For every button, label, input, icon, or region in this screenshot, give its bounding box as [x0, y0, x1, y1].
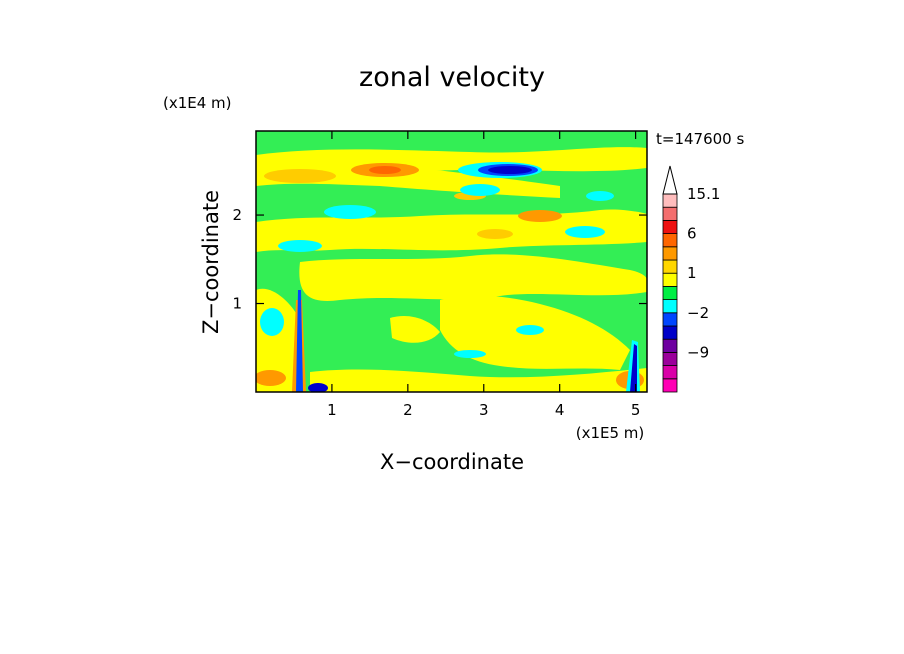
colorbar-label: −9 — [687, 343, 709, 361]
colorbar-level — [662, 246, 678, 261]
colorbar-level — [662, 312, 678, 327]
colorbar-label: 1 — [687, 264, 697, 282]
field-negative — [586, 191, 614, 201]
field-core — [369, 166, 401, 174]
colorbar-level — [662, 351, 678, 366]
field-negative — [260, 308, 284, 336]
colorbar-level — [662, 338, 678, 353]
field-negative — [454, 350, 486, 358]
field-negative — [460, 184, 500, 196]
colorbar-level — [662, 193, 678, 208]
y-tick-label: 2 — [232, 206, 242, 224]
colorbar-level — [662, 259, 678, 274]
colorbar-label: −2 — [687, 304, 709, 322]
field-plume — [296, 290, 303, 392]
colorbar-level — [662, 378, 678, 393]
y-unit-label: (x1E4 m) — [163, 94, 232, 112]
x-tick-label: 5 — [631, 401, 641, 419]
y-axis-label: Z−coordinate — [199, 190, 223, 334]
field-core — [477, 229, 513, 239]
field-negative — [488, 166, 532, 174]
plot-frame — [255, 130, 648, 393]
field-core — [518, 210, 562, 222]
colorbar: −9 −2 1 6 15.1 — [662, 165, 720, 393]
x-tick-label: 1 — [327, 401, 337, 419]
x-axis-label: X−coordinate — [380, 450, 524, 474]
field-band — [390, 315, 440, 343]
colorbar-level — [662, 325, 678, 340]
x-tick-label: 4 — [555, 401, 565, 419]
colorbar-extend-arrow — [662, 165, 678, 195]
contour-field — [256, 131, 647, 392]
field-negative — [565, 226, 605, 238]
field-plume — [630, 344, 637, 392]
x-axis-ticks: 1 2 3 4 5 — [327, 131, 640, 419]
colorbar-level — [662, 285, 678, 300]
field-band — [310, 368, 647, 392]
y-tick-label: 1 — [232, 295, 242, 313]
field-band — [299, 254, 647, 301]
x-tick-label: 2 — [403, 401, 413, 419]
field-negative — [516, 325, 544, 335]
colorbar-label: 15.1 — [687, 185, 720, 203]
colorbar-label: 6 — [687, 225, 697, 243]
colorbar-level — [662, 233, 678, 248]
field-negative — [324, 205, 376, 219]
colorbar-level — [662, 206, 678, 221]
colorbar-level — [662, 219, 678, 234]
chart-title: zonal velocity — [359, 62, 545, 93]
field-negative — [308, 383, 328, 392]
time-label: t=147600 s — [656, 130, 744, 148]
colorbar-level — [662, 272, 678, 287]
field-negative — [278, 240, 322, 252]
field-core — [264, 169, 336, 183]
y-axis-ticks: 12 — [232, 206, 647, 313]
colorbar-level — [662, 365, 678, 380]
x-tick-label: 3 — [479, 401, 489, 419]
field-core — [256, 370, 286, 386]
colorbar-level — [662, 299, 678, 314]
x-unit-label: (x1E5 m) — [576, 424, 645, 442]
